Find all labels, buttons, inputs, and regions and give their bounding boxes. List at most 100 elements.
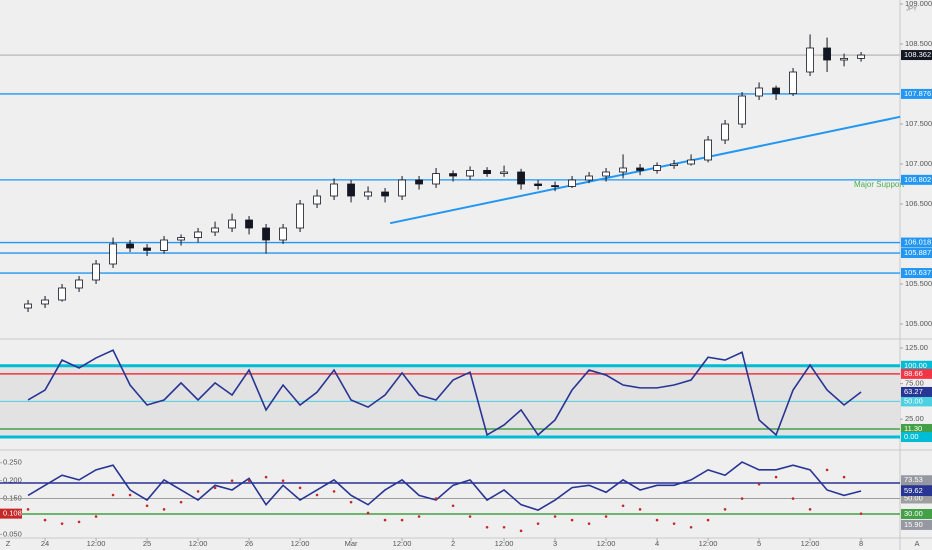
- dot: [43, 518, 47, 522]
- candle-body: [262, 227, 270, 241]
- dot: [315, 493, 319, 497]
- candle-body: [585, 175, 593, 181]
- dot: [774, 475, 778, 479]
- y-tick-label: 25.00: [905, 414, 924, 423]
- dot: [655, 518, 659, 522]
- candle-body: [24, 303, 32, 309]
- dot: [808, 508, 812, 511]
- candle-body: [92, 263, 100, 281]
- dot: [672, 522, 676, 525]
- price-tag: [901, 493, 932, 504]
- dot: [485, 525, 489, 529]
- candle-body: [721, 123, 729, 141]
- price-tag-label: 63.27: [904, 387, 923, 396]
- x-tick-label: 5: [757, 539, 761, 548]
- price-tag-label: 0.00: [904, 432, 919, 441]
- y-tick-label: 108.500: [905, 39, 932, 48]
- dot: [196, 490, 200, 493]
- candle-body: [109, 243, 117, 265]
- candle-body: [483, 169, 491, 174]
- candle-body: [840, 58, 848, 61]
- price-tag-label: 0.108: [3, 509, 22, 518]
- x-tick-label: 25: [143, 539, 151, 548]
- candle-body: [806, 47, 814, 73]
- price-tag: [901, 237, 932, 248]
- dot: [587, 522, 591, 525]
- y2-tick-label: 0.050: [3, 529, 22, 538]
- x-tick-label: 8: [859, 539, 863, 548]
- candle-body: [619, 167, 627, 173]
- dot: [842, 475, 846, 479]
- dot: [60, 522, 64, 525]
- candle-body: [432, 173, 440, 185]
- price-tag-label: 105.887: [904, 248, 931, 257]
- dot: [332, 490, 336, 493]
- dot: [366, 511, 370, 515]
- candle-body: [58, 287, 66, 301]
- dot: [553, 515, 557, 518]
- candle-body: [211, 227, 219, 233]
- series-line: [27, 461, 862, 511]
- x-tick-label: 12:00: [189, 539, 208, 548]
- price-tag: [901, 475, 932, 486]
- x-tick-label: 12:00: [801, 539, 820, 548]
- candle-body: [313, 195, 321, 205]
- price-tag: [901, 368, 932, 379]
- candle-body: [449, 173, 457, 177]
- x-tick-label: 3: [553, 539, 557, 548]
- x-tick-label: Mar: [345, 539, 358, 548]
- dot: [111, 493, 115, 497]
- price-tag: [901, 396, 932, 407]
- candle-body: [245, 219, 253, 229]
- candle-body: [330, 183, 338, 197]
- y-tick-label: 105.000: [905, 319, 932, 328]
- dot: [825, 468, 829, 472]
- dot: [298, 486, 302, 490]
- x-tick-label: 12:00: [291, 539, 310, 548]
- price-tag: [901, 386, 932, 397]
- dot: [689, 525, 693, 529]
- dot: [417, 515, 421, 518]
- price-tag: [901, 508, 932, 519]
- candle-body: [755, 87, 763, 97]
- dot: [723, 508, 727, 511]
- dot: [230, 479, 234, 482]
- dot: [706, 518, 710, 522]
- price-tag-label: 73.53: [904, 475, 923, 484]
- y-tick-label: 106.500: [905, 199, 932, 208]
- corner-label[interactable]: Z: [6, 539, 11, 548]
- dot: [570, 518, 574, 522]
- price-tag-label: 30.00: [904, 509, 923, 518]
- candle-body: [177, 237, 185, 241]
- candle-body: [517, 171, 525, 185]
- candle-body: [823, 47, 831, 61]
- dot: [77, 520, 81, 524]
- candle-body: [194, 231, 202, 238]
- candle-body: [602, 171, 610, 177]
- candle-body: [738, 95, 746, 125]
- candle-body: [415, 179, 423, 185]
- dot: [383, 518, 387, 522]
- price-tag: [901, 88, 932, 99]
- dot: [791, 497, 795, 500]
- dot: [162, 508, 166, 511]
- candle-body: [670, 163, 678, 166]
- corner-label[interactable]: A: [914, 539, 919, 548]
- dot: [604, 515, 608, 518]
- candle-body: [551, 185, 559, 188]
- candle-body: [789, 71, 797, 95]
- candle-body: [653, 165, 661, 171]
- x-tick-label: 26: [245, 539, 253, 548]
- dot: [400, 518, 404, 522]
- x-tick-label: 12:00: [597, 539, 616, 548]
- candle-body: [568, 179, 576, 187]
- candle-body: [160, 239, 168, 251]
- y-tick-label: 109.000: [905, 0, 932, 8]
- dot: [536, 522, 540, 525]
- candle-body: [500, 171, 508, 175]
- dot: [859, 512, 863, 515]
- price-tag: [0, 508, 22, 519]
- price-tag: [901, 432, 932, 443]
- price-tag-label: 50.00: [904, 396, 923, 405]
